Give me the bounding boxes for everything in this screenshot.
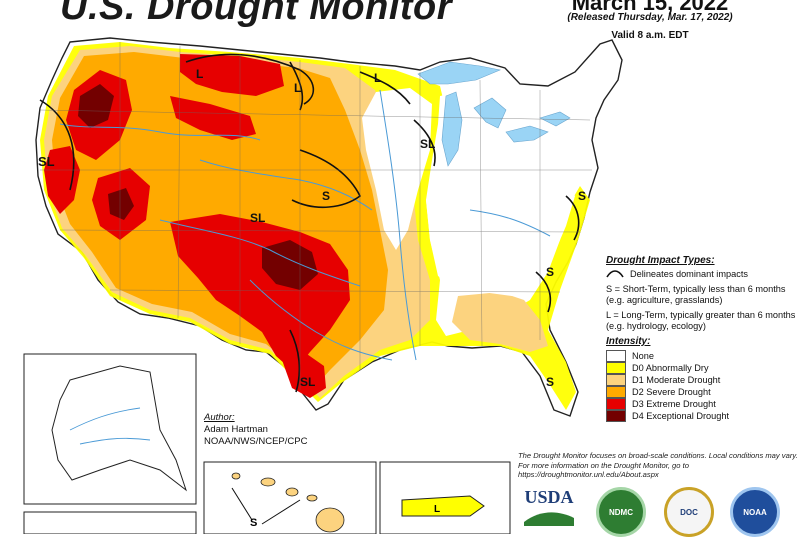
swatch-d2 — [606, 386, 626, 398]
label-s-hawaii: S — [250, 517, 257, 529]
drought-zone-d4-or — [78, 84, 114, 128]
intensity-row-d4: D4 Exceptional Drought — [606, 410, 796, 422]
intensity-heading: Intensity: — [606, 336, 651, 347]
hawaii-islands — [231, 472, 345, 533]
label-sl-texas: SL — [300, 375, 315, 389]
ndmc-logo: NDMC — [596, 487, 646, 537]
impact-delineates-row: Delineates dominant impacts — [606, 269, 796, 280]
intensity-row-d2: D2 Severe Drought — [606, 386, 796, 398]
drought-zone-d3-ca — [44, 146, 80, 214]
intensity-row-none: None — [606, 350, 796, 362]
intensity-row-d3: D3 Extreme Drought — [606, 398, 796, 410]
swatch-d3 — [606, 398, 626, 410]
label-l-puerto-rico: L — [434, 504, 440, 515]
noaa-logo: NOAA — [730, 487, 780, 537]
impact-short-text: S = Short-Term, typically less than 6 mo… — [606, 284, 786, 305]
label-sl-west: SL — [38, 154, 55, 169]
label-s-florida: S — [546, 375, 554, 389]
hawaii-impact-lines — [231, 487, 301, 525]
no-drought-midwest — [362, 88, 432, 250]
no-drought-east — [426, 90, 575, 296]
drought-zone-d4-ok — [262, 240, 318, 290]
map-title: U.S. Drought Monitor — [60, 0, 453, 28]
impact-types-heading: Drought Impact Types: — [606, 255, 715, 266]
doc-logo-text: DOC — [680, 507, 698, 517]
intensity-row-d1: D1 Moderate Drought — [606, 374, 796, 386]
label-s-nebraska: S — [322, 189, 330, 203]
intensity-label: D0 Abnormally Dry — [632, 363, 709, 373]
drought-zone-d3-tx — [282, 352, 326, 398]
impact-long-text: L = Long-Term, typically greater than 6 … — [606, 310, 796, 331]
swatch-d0 — [606, 362, 626, 374]
usda-logo-text: USDA — [524, 487, 574, 507]
impact-delineates-text: Delineates dominant impacts — [630, 269, 748, 279]
alaska-shape — [51, 365, 187, 492]
puerto-rico-shape — [401, 495, 485, 517]
doc-logo: DOC — [664, 487, 714, 537]
label-l-dakota: L — [294, 81, 301, 95]
ndmc-logo-text: NDMC — [609, 507, 633, 517]
impact-long-row: L = Long-Term, typically greater than 6 … — [606, 310, 796, 332]
usda-logo: USDA — [522, 487, 576, 531]
noaa-logo-text: NOAA — [743, 507, 767, 517]
valid-time: Valid 8 a.m. EDT — [611, 30, 689, 41]
great-lakes — [417, 61, 571, 167]
impact-line-icon — [606, 270, 624, 278]
alaska-rivers — [69, 407, 151, 445]
map-date: March 15, 2022 — [571, 0, 729, 15]
label-l-minnesota: L — [374, 71, 381, 85]
intensity-label: D1 Moderate Drought — [632, 375, 721, 385]
state-borders — [39, 42, 592, 390]
author-org: NOAA/NWS/NCEP/CPC — [204, 436, 308, 447]
alaska-lower-inset — [23, 511, 197, 534]
label-sl-michigan: SL — [420, 137, 435, 151]
author-block: Author: Adam Hartman NOAA/NWS/NCEP/CPC — [204, 412, 307, 448]
label-l-montana: L — [196, 67, 203, 81]
intensity-label: D4 Exceptional Drought — [632, 411, 730, 421]
swatch-d1 — [606, 374, 626, 386]
intensity-label: D3 Extreme Drought — [632, 399, 716, 409]
author-name: Adam Hartman — [204, 424, 268, 435]
legend: Drought Impact Types: Delineates dominan… — [606, 255, 796, 422]
author-heading: Author: — [204, 412, 235, 423]
label-sl-colorado: SL — [250, 211, 265, 225]
label-s-carolina: S — [546, 265, 554, 279]
swatch-none — [606, 350, 626, 362]
impact-short-row: S = Short-Term, typically less than 6 mo… — [606, 284, 796, 306]
drought-zone-d3-mt — [180, 54, 284, 96]
label-s-maryland: S — [578, 189, 586, 203]
footnote: The Drought Monitor focuses on broad-sca… — [518, 451, 798, 479]
drought-zone-d4-nv — [108, 188, 134, 220]
drought-zone-d3-id — [170, 96, 256, 140]
swatch-d4 — [606, 410, 626, 422]
intensity-label: None — [632, 351, 654, 361]
intensity-label: D2 Severe Drought — [632, 387, 711, 397]
intensity-row-d0: D0 Abnormally Dry — [606, 362, 796, 374]
impact-lines — [39, 53, 580, 393]
hawaii-inset-frame — [203, 461, 377, 534]
drought-zone-d1-se — [452, 292, 548, 352]
usda-swoosh-icon — [524, 512, 574, 526]
release-date: (Released Thursday, Mar. 17, 2022) — [567, 12, 733, 23]
